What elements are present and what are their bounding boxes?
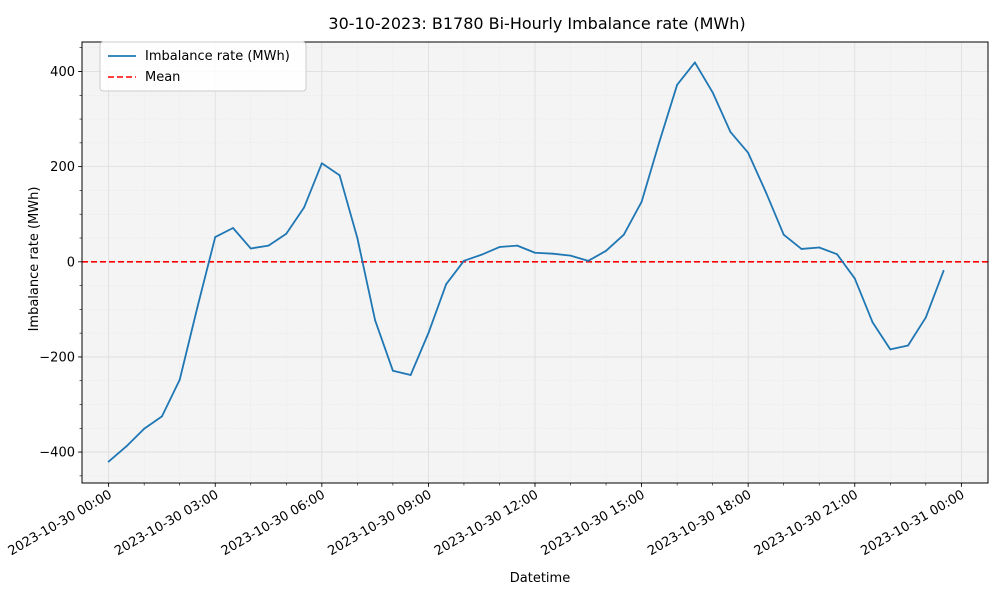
- y-tick-label: −400: [39, 446, 75, 461]
- data-point: [267, 244, 270, 247]
- data-point: [871, 321, 874, 324]
- data-point: [551, 252, 554, 255]
- data-point: [534, 251, 536, 254]
- data-point: [516, 244, 519, 247]
- data-point: [658, 141, 661, 143]
- data-point: [125, 445, 128, 448]
- y-tick-label: 200: [50, 160, 75, 175]
- data-point: [107, 460, 110, 463]
- y-tick-label: 400: [50, 65, 75, 80]
- data-point: [427, 332, 430, 335]
- data-point: [196, 306, 199, 308]
- major-grid: [82, 42, 988, 483]
- data-point: [693, 61, 696, 64]
- y-tick-label: 0: [67, 255, 75, 270]
- data-point: [569, 254, 572, 257]
- data-points: [107, 61, 945, 463]
- data-point: [391, 369, 394, 372]
- data-point: [249, 247, 252, 250]
- legend-label-mean: Mean: [145, 70, 180, 85]
- y-axis-label: Imbalance rate (MWh): [27, 187, 42, 332]
- data-point: [889, 348, 892, 351]
- legend-box: [99, 41, 307, 92]
- data-point: [765, 191, 767, 194]
- data-point: [409, 374, 412, 376]
- data-point: [463, 259, 465, 262]
- data-point: [676, 83, 679, 86]
- data-point: [232, 227, 234, 229]
- data-point: [161, 415, 163, 418]
- data-point: [178, 378, 181, 381]
- data-point: [924, 316, 927, 319]
- data-point: [374, 319, 377, 322]
- data-point: [800, 248, 803, 250]
- data-point: [587, 259, 590, 262]
- y-tick-label: −200: [39, 350, 75, 365]
- data-point: [818, 246, 821, 249]
- y-axis: −400 −200 0 200 400: [39, 47, 82, 477]
- legend-label-imbalance: Imbalance rate (MWh): [145, 49, 290, 64]
- data-point: [782, 233, 785, 236]
- data-point: [605, 249, 607, 252]
- data-point: [622, 233, 625, 236]
- data-point: [711, 91, 714, 94]
- data-point: [907, 344, 909, 347]
- data-point: [836, 253, 838, 256]
- data-point: [303, 206, 305, 209]
- data-point: [285, 232, 288, 235]
- data-point: [729, 131, 732, 133]
- data-point: [356, 237, 359, 239]
- data-point: [480, 253, 483, 256]
- data-point: [853, 277, 856, 280]
- data-point: [338, 174, 341, 177]
- chart-title: 30-10-2023: B1780 Bi-Hourly Imbalance ra…: [328, 14, 745, 33]
- data-point: [942, 269, 945, 272]
- legend: Imbalance rate (MWh) Mean: [99, 41, 307, 92]
- data-point: [214, 236, 217, 238]
- data-point: [640, 200, 643, 203]
- imbalance-rate-line: [108, 61, 945, 463]
- data-point: [320, 162, 323, 165]
- data-point: [143, 427, 146, 430]
- x-axis-label: Datetime: [510, 571, 570, 586]
- data-point: [747, 151, 750, 154]
- data-point: [498, 246, 501, 248]
- data-point: [445, 283, 448, 286]
